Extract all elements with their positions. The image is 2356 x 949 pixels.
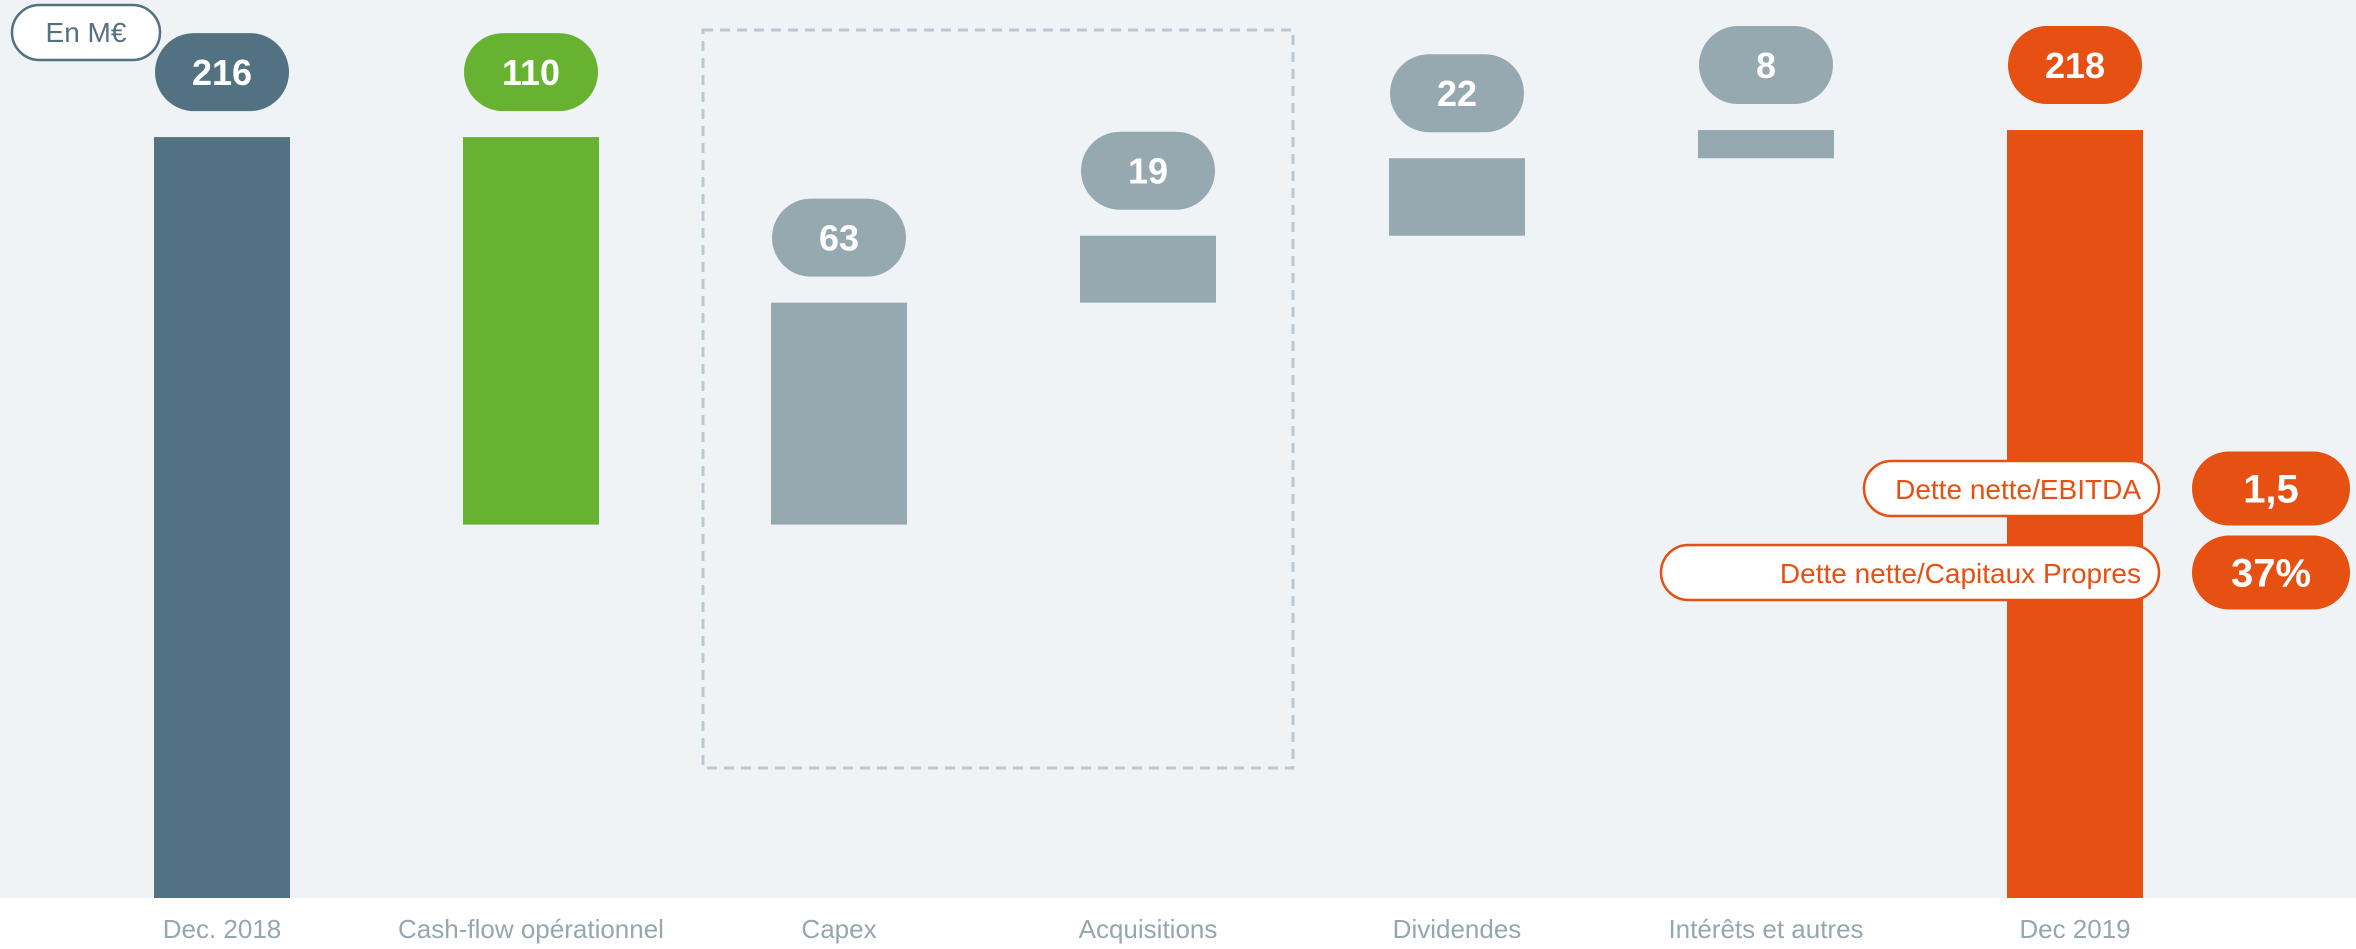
value-pill-6 [1699,26,1833,105]
value-label-3: 63 [819,218,859,259]
category-labels: Dec. 2018 Cash-flow opérationnel Capex Acqu… [163,914,2131,944]
value-label-7: 218 [2045,45,2105,86]
unit-badge: En M€ [10,3,162,62]
unit-label: En M€ [46,17,127,48]
bar-2 [463,137,599,525]
bar-6 [1698,130,1834,159]
value-labels: 216 110 63 19 22 8 218 [155,26,2142,277]
value-label-6: 8 [1756,45,1776,86]
ratio-value-pill-1 [2192,451,2350,526]
value-label-5: 22 [1437,73,1477,114]
bar-group-frame [701,28,1295,770]
unit-badge-outline [10,3,162,62]
investment-group-frame [701,28,1295,770]
ratio-label-pill-2 [1659,543,2161,602]
category-label-3: Capex [801,914,876,944]
value-label-2: 110 [502,52,560,93]
ratio-label-pill-1 [1862,459,2161,518]
category-label-2: Cash-flow opérationnel [398,914,664,944]
value-label-4: 19 [1128,151,1168,192]
category-label-7: Dec 2019 [2019,914,2130,944]
value-pill-7 [2008,26,2142,105]
value-pill-1 [155,33,289,112]
value-pill-4 [1081,131,1215,210]
category-label-1: Dec. 2018 [163,914,282,944]
value-pill-3 [772,198,906,277]
bar-5 [1389,158,1525,236]
category-label-6: Intérêts et autres [1668,914,1863,944]
ratio-value-2: 37% [2231,552,2311,596]
category-label-4: Acquisitions [1079,914,1218,944]
category-label-5: Dividendes [1393,914,1522,944]
ratio-value-pill-2 [2192,535,2350,610]
value-label-1: 216 [192,52,252,93]
ratio-value-1: 1,5 [2243,468,2299,512]
ratio-label-1: Dette nette/EBITDA [1895,474,2141,505]
bar-1 [154,137,290,898]
bar-3 [771,302,907,525]
ratio-label-2: Dette nette/Capitaux Propres [1780,558,2141,589]
value-pill-5 [1390,54,1524,133]
bar-4 [1080,235,1216,303]
ratio-badges: Dette nette/EBITDA 1,5 Dette nette/Capitau… [1659,451,2350,610]
value-pill-2 [464,33,598,112]
